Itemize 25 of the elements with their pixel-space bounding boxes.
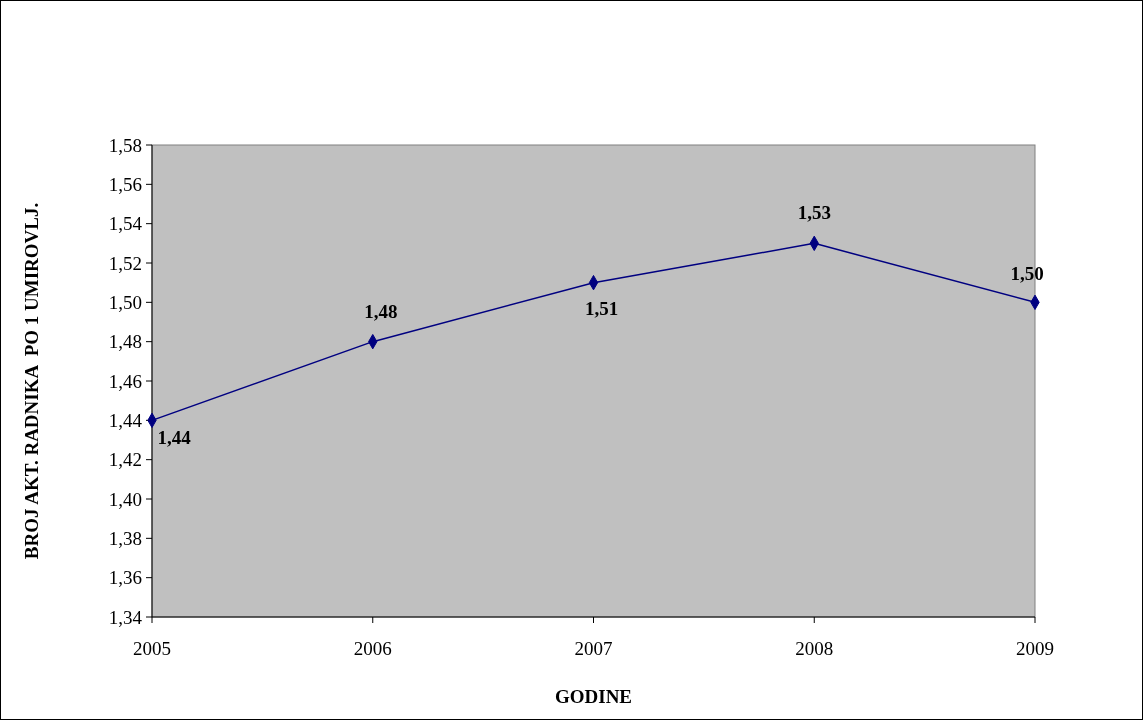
y-tick-label: 1,34	[108, 606, 143, 628]
y-axis-title: BROJ AKT. RADNIKA PO 1 UMIROVLJ.	[21, 202, 42, 560]
y-tick-label: 1,58	[108, 134, 142, 156]
x-tick-label: 2006	[353, 638, 392, 659]
text: 1,51	[584, 297, 619, 319]
y-tick-label: 1,42	[108, 449, 142, 471]
y-tick-label: 1,50	[108, 291, 142, 313]
y-tick-label: 1,46	[108, 370, 142, 392]
y-tick-label: 1,40	[108, 488, 142, 510]
text: 1,53	[797, 202, 831, 224]
y-tick-label: 1,56	[108, 173, 142, 195]
y-tick-label: 1,54	[108, 213, 143, 235]
y-tick-label: 1,48	[108, 331, 142, 353]
y-tick-label: 1,44	[108, 409, 143, 431]
y-tick-label: 1,36	[108, 567, 142, 589]
x-tick-label: 2007	[574, 638, 613, 659]
y-tick-label: 1,52	[108, 252, 142, 274]
text: 1,50	[1010, 263, 1044, 285]
text: 1,44	[157, 427, 191, 449]
y-tick-label: 1,38	[108, 527, 142, 549]
x-axis-title: GODINE	[554, 686, 633, 707]
x-tick-label: 2005	[133, 638, 171, 659]
x-tick-label: 2008	[795, 638, 834, 659]
x-tick-label: 2009	[1016, 638, 1054, 659]
text: 1,48	[364, 300, 398, 322]
